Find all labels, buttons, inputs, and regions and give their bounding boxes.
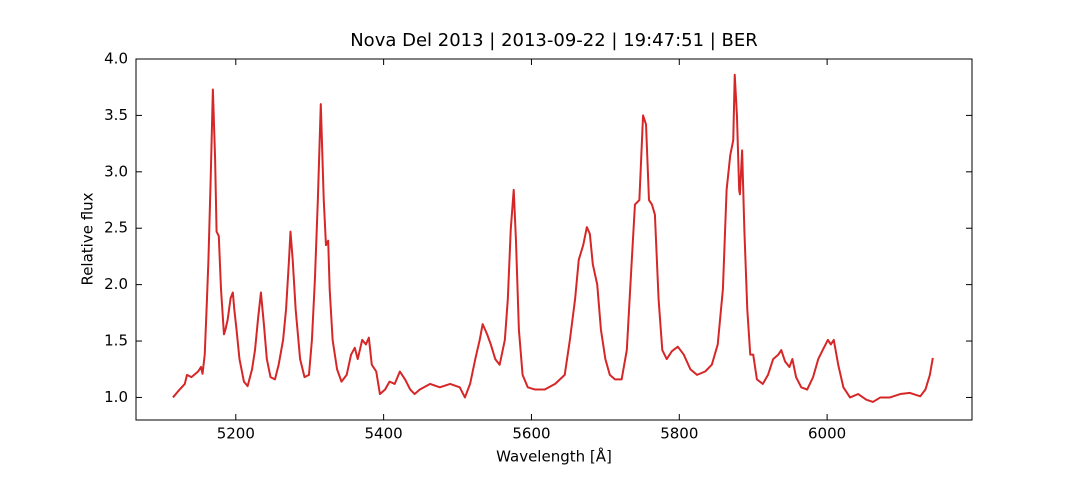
x-tick-label: 6000 xyxy=(808,425,846,443)
x-tick-label: 5400 xyxy=(365,425,403,443)
y-tick-label: 1.0 xyxy=(104,388,128,406)
spectrum-line xyxy=(172,73,934,403)
y-tick-label: 3.5 xyxy=(104,106,128,124)
chart-title: Nova Del 2013 | 2013-09-22 | 19:47:51 | … xyxy=(350,30,758,51)
y-tick-label: 2.0 xyxy=(104,275,128,293)
x-tick-label: 5200 xyxy=(217,425,255,443)
y-tick-label: 2.5 xyxy=(104,219,128,237)
y-tick-label: 3.0 xyxy=(104,162,128,180)
y-tick-label: 4.0 xyxy=(104,50,128,68)
x-axis-label: Wavelength [Å] xyxy=(496,447,612,466)
plot-frame xyxy=(135,58,973,421)
y-tick-label: 1.5 xyxy=(104,332,128,350)
y-axis-label: Relative flux xyxy=(79,192,97,285)
x-tick-label: 5800 xyxy=(660,425,698,443)
x-tick-label: 5600 xyxy=(512,425,550,443)
